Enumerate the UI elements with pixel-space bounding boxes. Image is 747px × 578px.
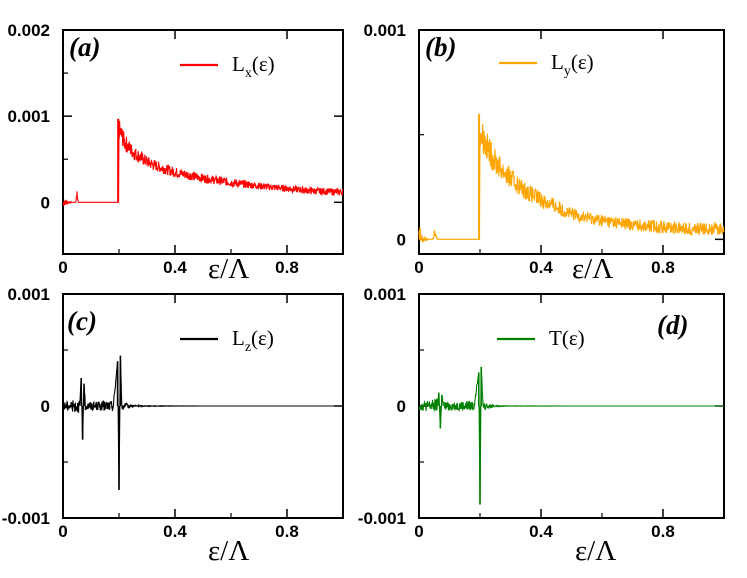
legend-label: Ly(ε)	[551, 50, 594, 79]
x-axis-label: ε/Λ	[572, 253, 613, 285]
y-tick-label: 0.001	[7, 285, 50, 304]
series-line-c	[62, 361, 343, 491]
panel-label: (d)	[657, 310, 688, 340]
x-tick-label: 0.4	[529, 258, 553, 277]
x-tick-label: 0.4	[529, 522, 553, 541]
panel-label: (a)	[69, 32, 100, 62]
x-axis-label: ε/Λ	[575, 535, 616, 567]
legend-label: T(ε)	[549, 326, 585, 350]
plot-frame	[418, 29, 725, 255]
legend-d: T(ε)	[497, 326, 585, 350]
series-line-a	[62, 120, 344, 206]
legend-label: Lx(ε)	[232, 52, 275, 81]
legend-c: Lz(ε)	[180, 326, 274, 355]
panel-a: 0 0.4 0.8 0 0.001 0.002 Lx(ε) (a)	[7, 21, 344, 277]
y-tick-label: 0.001	[363, 285, 406, 304]
x-tick-label: 0.4	[163, 258, 187, 277]
x-tick-label: 0.4	[163, 522, 187, 541]
x-tick-label: 0	[414, 522, 423, 541]
y-tick-label: -0.001	[358, 509, 406, 528]
legend-label: Lz(ε)	[232, 326, 274, 355]
x-tick-label: 0	[58, 258, 67, 277]
panel-b: 0 0.4 0.8 0 0.001 Ly(ε) (b) ε/Λ ε/Λ	[208, 21, 725, 285]
x-axis-label-left: ε/Λ	[208, 535, 249, 567]
series-line-d	[418, 369, 724, 505]
y-tick-label: 0.002	[7, 21, 50, 40]
legend-b: Ly(ε)	[499, 50, 594, 79]
panel-label: (b)	[425, 32, 456, 62]
y-tick-label: 0	[397, 397, 406, 416]
x-tick-label: 0.8	[651, 258, 675, 277]
y-tick-label: 0	[41, 397, 50, 416]
y-tick-label: 0.001	[7, 107, 50, 126]
x-tick-label: 0	[58, 522, 67, 541]
x-tick-label: 0.8	[275, 258, 299, 277]
x-tick-label: 0.8	[275, 522, 299, 541]
panel-d: 0 0.4 0.8 -0.001 0 0.001 T(ε) (d) ε/Λ ε/Λ	[208, 285, 725, 567]
legend-a: Lx(ε)	[180, 52, 275, 81]
y-tick-label: 0	[397, 230, 406, 249]
y-tick-label: -0.001	[2, 509, 50, 528]
series-line-b	[418, 123, 725, 243]
x-tick-label: 0	[414, 258, 423, 277]
panel-label: (c)	[67, 306, 97, 336]
x-axis-label-left: ε/Λ	[208, 253, 249, 285]
x-tick-label: 0.8	[651, 522, 675, 541]
plot-frame	[62, 29, 344, 255]
y-tick-label: 0	[41, 193, 50, 212]
y-tick-label: 0.001	[363, 21, 406, 40]
panel-c: 0 0.4 0.8 -0.001 0 0.001 Lz(ε) (c)	[2, 285, 344, 541]
